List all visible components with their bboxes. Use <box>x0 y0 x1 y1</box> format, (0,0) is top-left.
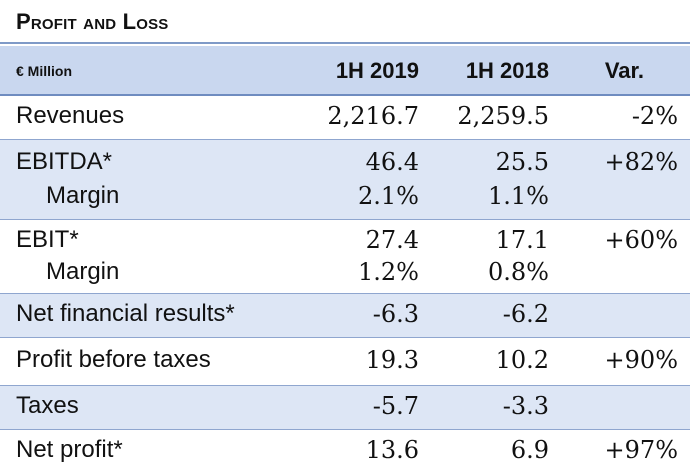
table-row-net-financial-results: Net financial results* -6.3 -6.2 <box>0 294 690 338</box>
value-1h-2019: -6.3 <box>372 300 419 328</box>
value-1h-2019-margin: 1.2% <box>358 258 419 286</box>
unit-label: € Million <box>16 63 72 79</box>
value-1h-2019: 13.6 <box>365 436 419 464</box>
value-1h-2018: 10.2 <box>495 346 549 374</box>
value-1h-2018: 25.5 <box>495 148 549 176</box>
value-1h-2018-margin: 0.8% <box>488 258 549 286</box>
value-1h-2018: -6.2 <box>502 300 549 328</box>
value-variance: +90% <box>604 346 678 374</box>
header-row: € Million 1H 2019 1H 2018 Var. <box>0 46 690 96</box>
table-row-profit-before-taxes: Profit before taxes 19.3 10.2 +90% <box>0 338 690 386</box>
value-1h-2019: 27.4 <box>365 226 419 254</box>
value-variance: +82% <box>604 148 678 176</box>
row-label: EBITDA* <box>16 148 113 175</box>
row-label: Profit before taxes <box>16 346 211 373</box>
table-row-revenues: Revenues 2,216.7 2,259.5 -2% <box>0 96 690 140</box>
table-row-ebit: EBIT* 27.4 17.1 +60% Margin 1.2% 0.8% <box>0 220 690 294</box>
row-label: EBIT* <box>16 226 79 253</box>
value-1h-2019-margin: 2.1% <box>358 182 419 210</box>
row-label: Net profit* <box>16 436 123 463</box>
value-variance: -2% <box>631 102 678 130</box>
value-1h-2018: 17.1 <box>495 226 549 254</box>
value-1h-2019: 19.3 <box>365 346 419 374</box>
table-row-taxes: Taxes -5.7 -3.3 <box>0 386 690 430</box>
value-variance: +97% <box>604 436 678 464</box>
value-1h-2019: -5.7 <box>372 392 419 420</box>
column-header-variance: Var. <box>604 58 644 83</box>
row-label: Revenues <box>16 102 125 129</box>
table-row-ebitda: EBITDA* 46.4 25.5 +82% Margin 2.1% 1.1% <box>0 140 690 220</box>
row-label-margin: Margin <box>46 182 120 209</box>
row-label: Net financial results* <box>16 300 235 327</box>
value-1h-2019: 46.4 <box>365 148 419 176</box>
value-1h-2019: 2,216.7 <box>327 102 419 130</box>
table-title: Profit and Loss <box>16 9 169 34</box>
value-1h-2018-margin: 1.1% <box>488 182 549 210</box>
column-header-1h-2018: 1H 2018 <box>465 58 549 83</box>
row-label: Taxes <box>16 392 79 419</box>
value-1h-2018: 2,259.5 <box>457 102 549 130</box>
value-variance: +60% <box>604 226 678 254</box>
column-header-1h-2019: 1H 2019 <box>335 58 419 83</box>
value-1h-2018: 6.9 <box>510 436 549 464</box>
row-label-margin: Margin <box>46 258 120 285</box>
table-row-net-profit: Net profit* 13.6 6.9 +97% <box>0 430 690 476</box>
title-divider <box>0 42 690 44</box>
value-1h-2018: -3.3 <box>502 392 549 420</box>
